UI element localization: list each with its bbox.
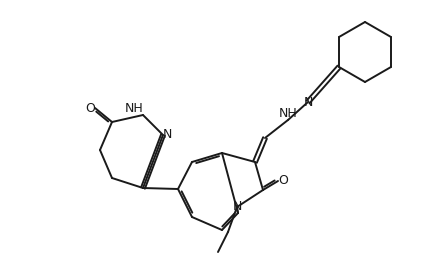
Text: N: N bbox=[232, 200, 242, 214]
Text: O: O bbox=[278, 174, 288, 188]
Text: NH: NH bbox=[124, 102, 143, 115]
Text: N: N bbox=[163, 128, 172, 141]
Text: NH: NH bbox=[279, 107, 297, 120]
Text: O: O bbox=[85, 101, 95, 115]
Text: N: N bbox=[303, 95, 313, 109]
